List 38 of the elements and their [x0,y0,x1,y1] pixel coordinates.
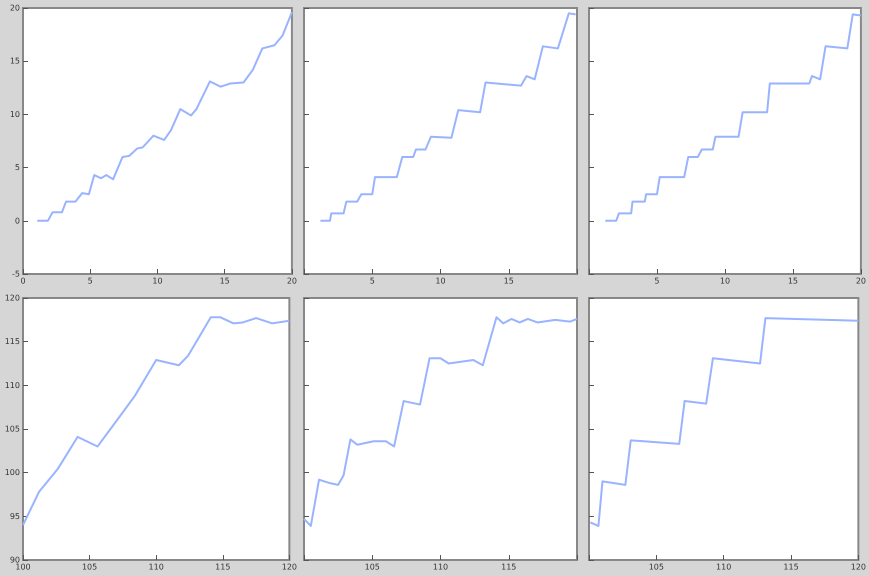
x-tick-label: 5 [654,276,660,286]
x-tick-label: 115 [783,562,799,572]
x-tick-label: 5 [370,276,375,286]
y-tick-label: -5 [12,270,20,278]
x-tick-label: 120 [850,562,866,572]
y-tick-label: 115 [4,337,20,346]
line-series [22,316,290,526]
y-tick-label: 110 [4,380,20,390]
y-tick-label: 95 [10,512,20,521]
x-tick-label: 0 [20,276,26,286]
y-tick-label: 10 [10,110,20,119]
x-tick-label: 20 [286,276,298,286]
y-tick-label: 0 [14,216,20,226]
x-tick-label: 10 [435,276,446,286]
x-tick-label: 15 [788,276,798,286]
x-tick-label: 10 [720,276,730,286]
x-tick-label: 115 [215,562,230,572]
x-tick-label: 105 [364,562,380,572]
y-tick-label: 5 [14,163,20,172]
x-tick-label: 110 [148,562,164,572]
y-tick-label: 20 [10,4,20,12]
x-tick-label: 10 [152,276,163,286]
x-tick-label: 115 [501,562,516,572]
line-series [36,11,293,222]
x-tick-label: 5 [88,276,93,286]
x-tick-label: 120 [282,562,298,572]
x-tick-label: 15 [504,276,514,286]
y-tick-label: 15 [10,56,20,66]
x-tick-label: 110 [432,562,448,572]
x-tick-label: 105 [82,562,98,572]
y-tick-label: 100 [4,468,20,478]
x-tick-label: 15 [220,276,230,286]
x-tick-label: 105 [648,562,664,572]
x-tick-label: 110 [716,562,732,572]
y-tick-label: 90 [10,556,20,564]
y-tick-label: 120 [4,294,20,302]
x-tick-label: 20 [856,276,866,286]
y-tick-label: 105 [4,424,20,434]
